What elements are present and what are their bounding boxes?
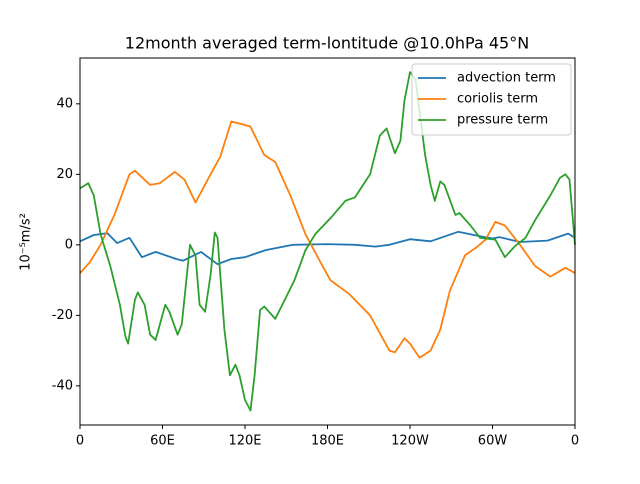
legend-box xyxy=(411,63,572,136)
x-tick-label: 60W xyxy=(478,434,508,449)
legend-label: advection term xyxy=(457,71,556,86)
plot-frame xyxy=(79,57,576,426)
y-axis-label: 10⁻⁵m/s² xyxy=(19,213,34,271)
x-tick-label: 180E xyxy=(311,434,344,449)
x-tick-label: 120W xyxy=(391,434,429,449)
x-tick-label: 0 xyxy=(571,434,579,449)
legend-label: coriolis term xyxy=(457,92,538,107)
chart-title: 12month averaged term-lontitude @10.0hPa… xyxy=(125,34,529,53)
y-tick-label: 20 xyxy=(56,167,73,182)
y-tick-label: 0 xyxy=(65,237,73,252)
x-tick-label: 60E xyxy=(150,434,175,449)
y-tick-label: -20 xyxy=(52,308,73,323)
line-series xyxy=(79,71,576,412)
x-tick-label: 120E xyxy=(228,434,261,449)
x-tick-label: 0 xyxy=(76,434,84,449)
line-series xyxy=(79,230,576,266)
y-tick-label: -40 xyxy=(52,378,73,393)
y-tick-label: 40 xyxy=(56,96,73,111)
legend-label: pressure term xyxy=(457,113,548,128)
line-series xyxy=(79,120,576,359)
